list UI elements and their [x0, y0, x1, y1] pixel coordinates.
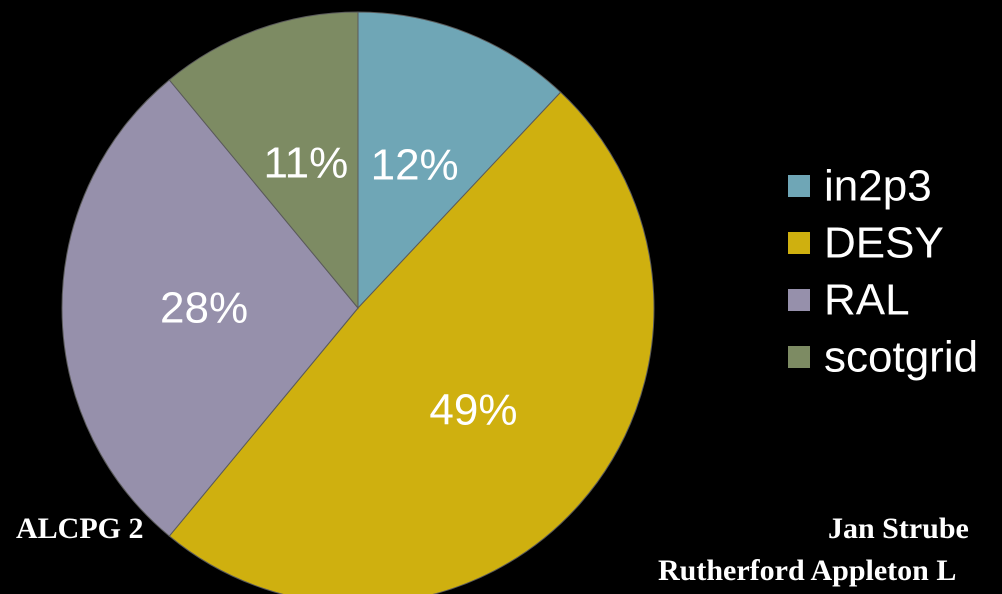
pie-slice-in2p3 [357, 11, 562, 310]
legend-label-ral: RAL [824, 276, 910, 325]
legend-swatch-desy [788, 232, 810, 254]
legend-label-in2p3: in2p3 [824, 162, 932, 211]
legend-item-in2p3: in2p3 [788, 162, 932, 211]
slice-label-ral: 28% [160, 284, 248, 333]
legend-swatch-in2p3 [788, 175, 810, 197]
legend-label-desy: DESY [824, 219, 944, 268]
legend: in2p3 DESY RAL scotgrid [788, 162, 978, 382]
footer-affiliation: Rutherford Appleton L [658, 554, 957, 587]
pie-slice-desy [168, 91, 655, 594]
pie-slice-scotgrid [168, 11, 359, 310]
legend-item-desy: DESY [788, 219, 944, 268]
pie-slice-labels: 12% 49% 28% 11% [160, 139, 517, 435]
legend-item-scotgrid: scotgrid [788, 333, 978, 382]
slice-label-scotgrid: 11% [263, 139, 348, 188]
slice-label-in2p3: 12% [371, 140, 459, 189]
legend-swatch-ral [788, 289, 810, 311]
legend-item-ral: RAL [788, 276, 910, 325]
footer-author: Jan Strube [828, 512, 969, 545]
slice-label-desy: 49% [429, 385, 517, 434]
legend-label-scotgrid: scotgrid [824, 333, 978, 382]
footer-event-name: ALCPG 2 [16, 512, 144, 545]
pie-slices [61, 11, 655, 594]
legend-swatch-scotgrid [788, 346, 810, 368]
pie-slice-ral [61, 79, 359, 537]
